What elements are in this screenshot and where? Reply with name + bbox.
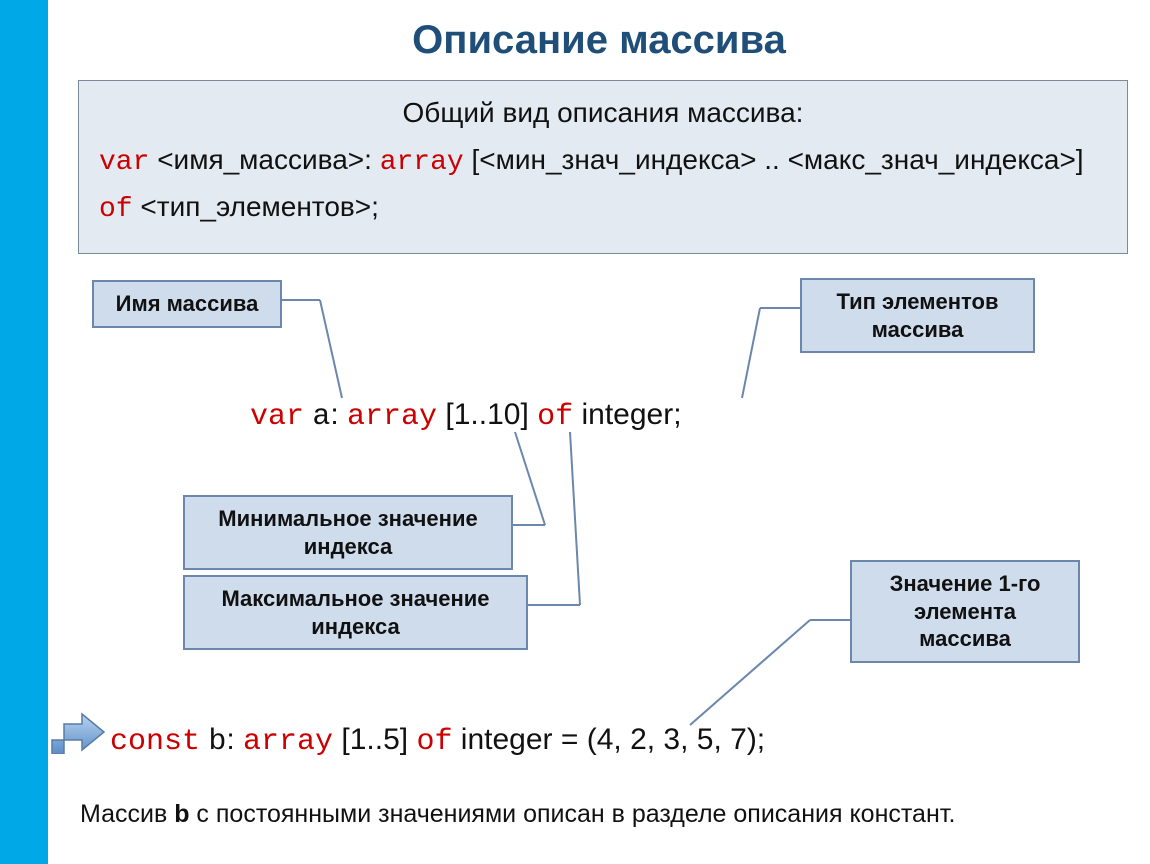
label-name: Имя массива xyxy=(92,280,282,328)
type1: integer; xyxy=(573,398,681,431)
kw-const-code: const xyxy=(110,725,200,759)
code-line-var: var a: array [1..10] of integer; xyxy=(250,398,682,434)
left-accent-bar xyxy=(0,0,48,864)
kw-of-code2: of xyxy=(416,725,452,759)
kw-array-code: array xyxy=(347,400,437,434)
syntax-intro: Общий вид описания массива: xyxy=(99,91,1107,134)
kw-array-code2: array xyxy=(243,725,333,759)
syntax-t2: [<мин_знач_индекса> .. <макс_знач_индекс… xyxy=(464,144,1084,175)
footer-text: Массив b с постоянными значениями описан… xyxy=(80,800,1130,829)
label-type: Тип элементов массива xyxy=(800,278,1035,353)
kw-array: array xyxy=(380,147,464,178)
range2: [1..5] xyxy=(333,723,416,756)
syntax-t1: <имя_массива>: xyxy=(149,144,379,175)
kw-var: var xyxy=(99,147,149,178)
label-max: Максимальное значение индекса xyxy=(183,575,528,650)
syntax-box: Общий вид описания массива: var <имя_мас… xyxy=(78,80,1128,254)
kw-of: of xyxy=(99,194,133,225)
var-b: b xyxy=(208,725,226,759)
arrow-icon xyxy=(48,710,106,754)
syntax-t3: <тип_элементов>; xyxy=(133,191,379,222)
label-val1: Значение 1-го элемента массива xyxy=(850,560,1080,663)
kw-var-code: var xyxy=(250,400,304,434)
footer-b: b xyxy=(174,800,189,828)
syntax-line: var <имя_массива>: array [<мин_знач_инде… xyxy=(99,138,1107,231)
range1: [1..10] xyxy=(437,398,537,431)
type2: integer = (4, 2, 3, 5, 7); xyxy=(452,723,765,756)
var-a: a xyxy=(312,400,330,434)
label-min: Минимальное значение индекса xyxy=(183,495,513,570)
kw-of-code: of xyxy=(537,400,573,434)
code-line-const: const b: array [1..5] of integer = (4, 2… xyxy=(110,723,765,759)
page-title: Описание массива xyxy=(48,18,1150,63)
